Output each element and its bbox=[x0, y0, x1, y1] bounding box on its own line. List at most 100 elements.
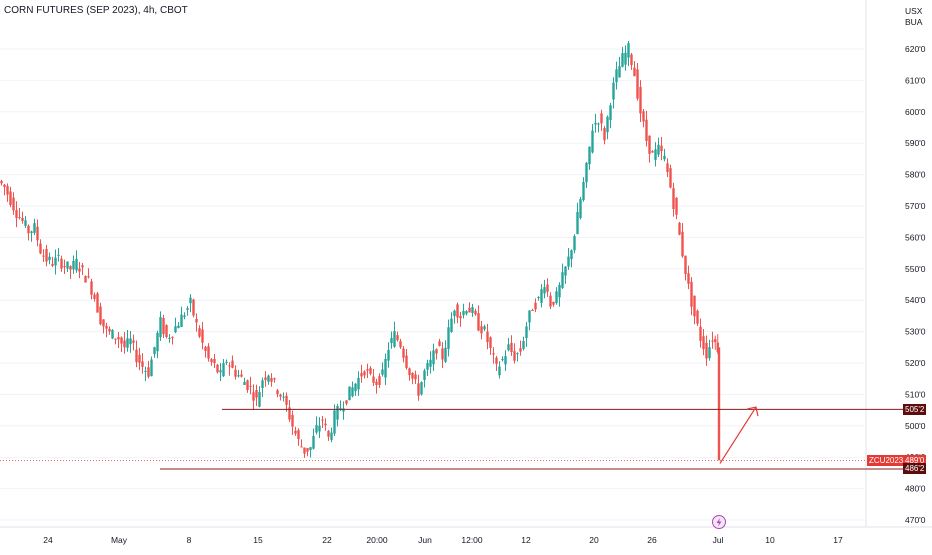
candle bbox=[555, 287, 558, 305]
currency-label: USX bbox=[905, 6, 923, 16]
x-tick-label: May bbox=[111, 535, 128, 545]
y-tick-label: 520'0 bbox=[905, 358, 926, 368]
candle bbox=[399, 338, 402, 349]
candle-body bbox=[123, 340, 126, 348]
candle-body bbox=[699, 326, 702, 341]
candle bbox=[525, 322, 528, 347]
candle bbox=[84, 275, 87, 283]
candle bbox=[516, 352, 519, 362]
candle bbox=[6, 183, 9, 202]
candle-body bbox=[414, 374, 417, 380]
y-tick-label: 480'0 bbox=[905, 484, 926, 494]
candle bbox=[456, 302, 459, 324]
candle bbox=[3, 183, 6, 196]
candle bbox=[63, 259, 66, 274]
candle-body bbox=[642, 111, 645, 122]
candle-body bbox=[276, 390, 279, 395]
candle-body bbox=[57, 254, 60, 256]
candle bbox=[18, 208, 21, 220]
candle-body bbox=[45, 248, 48, 262]
candle bbox=[558, 282, 561, 307]
candle bbox=[408, 367, 411, 381]
candle bbox=[501, 356, 504, 362]
time-axis[interactable]: 24 May 8 15 22 20:00 Jun 12:00 12 20 26 Jul 10 17 bbox=[43, 535, 843, 545]
candle bbox=[69, 265, 72, 279]
candle bbox=[672, 182, 675, 217]
candle-body bbox=[279, 394, 282, 397]
candle bbox=[594, 113, 597, 133]
candle bbox=[117, 331, 120, 348]
candle-body bbox=[42, 255, 45, 257]
candle-body bbox=[231, 360, 234, 368]
candle-body bbox=[528, 310, 531, 323]
candle bbox=[45, 244, 48, 267]
candle bbox=[645, 110, 648, 147]
candle bbox=[303, 447, 306, 458]
candle bbox=[405, 349, 408, 370]
candle bbox=[192, 298, 195, 318]
candle bbox=[420, 381, 423, 396]
candle bbox=[423, 368, 426, 388]
candle bbox=[438, 338, 441, 347]
candle-body bbox=[264, 377, 267, 381]
candle-body bbox=[270, 377, 273, 382]
candle-body bbox=[399, 341, 402, 348]
candle-body bbox=[564, 266, 567, 276]
candle bbox=[528, 310, 531, 331]
candle-body bbox=[78, 268, 81, 272]
candle bbox=[510, 335, 513, 356]
candle-body bbox=[63, 266, 66, 268]
candle bbox=[606, 115, 609, 140]
candle bbox=[615, 61, 618, 90]
candle bbox=[567, 247, 570, 270]
candle-body bbox=[465, 311, 468, 314]
candle bbox=[660, 136, 663, 161]
candle-body bbox=[705, 342, 708, 359]
candle bbox=[228, 362, 231, 376]
candle bbox=[243, 377, 246, 386]
candle-body bbox=[30, 231, 33, 233]
candle-body bbox=[66, 261, 69, 269]
candle bbox=[708, 339, 711, 361]
candle-body bbox=[192, 299, 195, 316]
candle-body bbox=[555, 291, 558, 304]
x-tick-label: 17 bbox=[833, 535, 843, 545]
candle bbox=[690, 277, 693, 316]
candle-body bbox=[408, 368, 411, 376]
candle bbox=[564, 266, 567, 284]
candle bbox=[135, 340, 138, 368]
candle bbox=[138, 347, 141, 371]
candle-body bbox=[582, 182, 585, 201]
candle-body bbox=[669, 168, 672, 188]
candle bbox=[267, 374, 270, 385]
candle bbox=[507, 337, 510, 352]
candle-body bbox=[18, 217, 21, 219]
candle bbox=[393, 321, 396, 348]
currency-selector[interactable]: USX BUA bbox=[905, 6, 922, 28]
lightning-icon[interactable] bbox=[712, 515, 726, 529]
candle-body bbox=[603, 128, 606, 141]
candle bbox=[75, 250, 78, 273]
candle-body bbox=[609, 105, 612, 120]
candle bbox=[39, 239, 42, 255]
candle-body bbox=[435, 349, 438, 354]
candle-body bbox=[558, 284, 561, 298]
candle bbox=[273, 377, 276, 383]
candle bbox=[459, 311, 462, 327]
candle bbox=[159, 311, 162, 341]
candle-body bbox=[480, 326, 483, 334]
candle bbox=[651, 150, 654, 153]
y-tick-label: 620'0 bbox=[905, 44, 926, 54]
candle-body bbox=[195, 318, 198, 323]
drawings[interactable] bbox=[0, 406, 903, 470]
y-tick-label: 580'0 bbox=[905, 170, 926, 180]
candle-body bbox=[504, 356, 507, 365]
candle bbox=[657, 137, 660, 157]
candle-body bbox=[600, 113, 603, 124]
candle bbox=[15, 201, 18, 228]
price-axis[interactable]: 620'0 610'0 600'0 590'0 580'0 570'0 560'0 550'0… bbox=[905, 44, 926, 525]
candle-body bbox=[318, 425, 321, 432]
x-tick-label: 20 bbox=[589, 535, 599, 545]
